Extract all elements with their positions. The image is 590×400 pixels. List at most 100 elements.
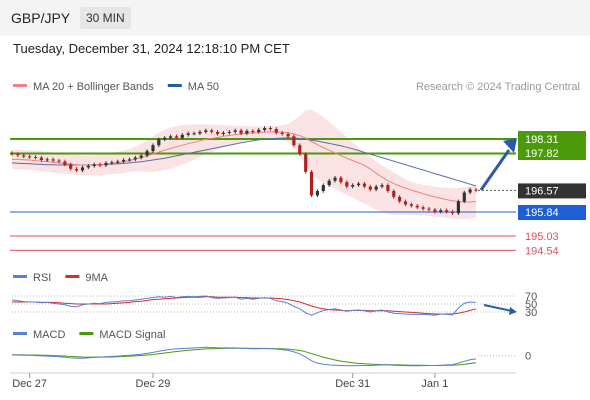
candle-body bbox=[362, 183, 366, 187]
candle-body bbox=[69, 164, 73, 169]
candle-body bbox=[309, 171, 314, 196]
macd-legend-swatch bbox=[13, 332, 27, 335]
candle-body bbox=[345, 182, 349, 187]
last-price-box bbox=[518, 183, 586, 199]
candle-body bbox=[292, 136, 296, 146]
x-axis-tick-label: Dec 27 bbox=[12, 378, 47, 390]
candle-body bbox=[45, 159, 49, 161]
candle-body bbox=[57, 160, 61, 162]
candle-body bbox=[409, 204, 413, 206]
macd-line bbox=[11, 346, 477, 367]
candle-body bbox=[186, 133, 190, 135]
target-label: 195.03 bbox=[525, 231, 559, 243]
candle-body bbox=[263, 128, 267, 130]
candle-body bbox=[398, 196, 402, 202]
support-label-box bbox=[518, 205, 586, 220]
macd-zero-label: 0 bbox=[525, 351, 531, 363]
macd-legend-label: MACD bbox=[33, 329, 65, 341]
candle-body bbox=[280, 132, 284, 134]
candle-body bbox=[104, 162, 108, 166]
candle-body bbox=[403, 201, 408, 205]
candle-body bbox=[75, 168, 79, 171]
candle-body bbox=[39, 157, 43, 160]
rsi-legend-swatch bbox=[65, 275, 80, 278]
chart-datetime: Tuesday, December 31, 2024 12:18:10 PM C… bbox=[13, 41, 290, 56]
candle-body bbox=[157, 139, 161, 146]
candle-body bbox=[298, 145, 302, 155]
candle-body bbox=[204, 130, 208, 132]
candle-body bbox=[151, 145, 155, 152]
rsi-legend-label: RSI bbox=[33, 272, 51, 284]
legend-label: MA 50 bbox=[188, 81, 219, 93]
candle-body bbox=[433, 209, 437, 212]
ma20-line bbox=[12, 131, 477, 203]
rsi-legend-swatch bbox=[13, 275, 27, 278]
candle-body bbox=[421, 207, 425, 209]
candle-body bbox=[439, 210, 443, 212]
chart-header: GBP/JPY 30 MIN bbox=[0, 0, 590, 36]
candle-body bbox=[110, 162, 114, 164]
candle-body bbox=[427, 208, 431, 210]
candle-body bbox=[127, 159, 132, 161]
candle-body bbox=[415, 205, 419, 208]
candle-body bbox=[315, 191, 319, 196]
candle-body bbox=[321, 185, 325, 191]
candle-body bbox=[180, 134, 184, 138]
macd-signal-line bbox=[12, 347, 477, 366]
x-axis-tick-label: Jan 1 bbox=[421, 378, 448, 390]
candle-body bbox=[462, 192, 466, 202]
candle-body bbox=[474, 189, 478, 191]
candle-body bbox=[380, 185, 384, 187]
candle-body bbox=[274, 129, 278, 133]
candle-body bbox=[327, 180, 331, 186]
rsi-level-label: 30 bbox=[525, 307, 537, 319]
candle-body bbox=[80, 167, 85, 171]
candle-body bbox=[257, 129, 261, 132]
candle-body bbox=[16, 154, 20, 156]
candle-body bbox=[468, 189, 472, 193]
candle-body bbox=[139, 155, 143, 158]
candle-body bbox=[174, 136, 179, 138]
candle-body bbox=[456, 201, 460, 214]
candle-body bbox=[145, 151, 149, 156]
candle-body bbox=[356, 183, 361, 186]
chart-credit: Research © 2024 Trading Central bbox=[416, 81, 580, 93]
candle-body bbox=[192, 133, 196, 135]
bollinger-band bbox=[12, 109, 476, 220]
legend-swatch bbox=[13, 84, 27, 87]
candle-body bbox=[10, 152, 14, 155]
candle-body bbox=[368, 186, 372, 190]
candle-body bbox=[28, 156, 32, 158]
rsi-legend-label: 9MA bbox=[85, 272, 108, 284]
candle-body bbox=[351, 185, 355, 187]
macd-legend-swatch bbox=[79, 332, 94, 335]
candle-body bbox=[239, 130, 243, 134]
candle-body bbox=[251, 131, 255, 132]
candle-body bbox=[445, 210, 449, 212]
candle-body bbox=[133, 157, 137, 160]
candle-body bbox=[216, 131, 220, 134]
resistance-label: 197.82 bbox=[525, 148, 559, 160]
legend-label: MA 20 + Bollinger Bands bbox=[33, 81, 154, 93]
macd-legend-label: MACD Signal bbox=[99, 329, 165, 341]
candle-body bbox=[163, 137, 167, 140]
candle-body bbox=[122, 160, 126, 162]
timeframe-button[interactable]: 30 MIN bbox=[80, 7, 131, 29]
candle-body bbox=[116, 161, 120, 163]
candle-body bbox=[210, 130, 214, 132]
candle-body bbox=[374, 186, 378, 190]
candle-body bbox=[98, 164, 102, 166]
rsi-level-label: 50 bbox=[525, 299, 537, 311]
last-price-label: 196.57 bbox=[525, 185, 559, 197]
candle-body bbox=[386, 185, 390, 191]
legend-swatch bbox=[167, 84, 182, 87]
support-label: 195.84 bbox=[525, 207, 559, 219]
candle-body bbox=[22, 155, 26, 157]
resistance-label: 198.31 bbox=[525, 134, 559, 146]
x-axis-tick-label: Dec 31 bbox=[335, 378, 370, 390]
rsi-forecast-arrowhead bbox=[509, 307, 517, 315]
candle-body bbox=[268, 128, 272, 130]
candle-body bbox=[198, 131, 202, 134]
candle-body bbox=[392, 191, 396, 197]
